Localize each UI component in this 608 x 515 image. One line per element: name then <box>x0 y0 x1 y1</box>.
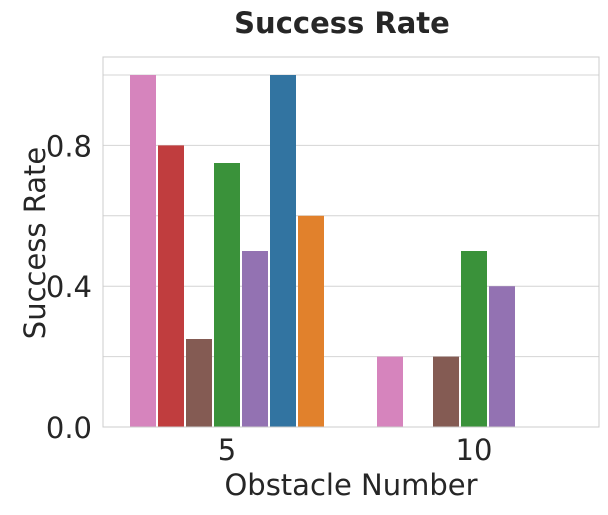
plot-frame <box>102 56 600 428</box>
gridlines <box>103 74 599 358</box>
bar-category-5-series-5 <box>242 251 268 427</box>
bar-category-10-series-3 <box>433 356 459 427</box>
bar-category-5-series-1 <box>130 75 156 427</box>
y-tick-label: 0.0 <box>46 411 92 445</box>
bar-category-5-series-2 <box>158 145 184 427</box>
bar-category-5-series-7 <box>298 215 324 427</box>
x-axis-label: Obstacle Number <box>224 468 477 502</box>
bars <box>130 75 515 427</box>
x-tick-label: 10 <box>456 433 493 467</box>
bar-category-10-series-4 <box>461 251 487 427</box>
y-axis-label: Success Rate <box>18 147 52 339</box>
y-tick-label: 0.8 <box>46 129 92 163</box>
chart-title: Success Rate <box>234 6 450 40</box>
bar-category-5-series-3 <box>186 339 212 427</box>
x-tick-label: 5 <box>218 433 236 467</box>
y-tick-label: 0.4 <box>46 270 92 304</box>
bar-category-5-series-4 <box>214 163 240 427</box>
x-tick-labels: 5 10 <box>218 433 493 467</box>
bar-category-10-series-5 <box>489 286 515 427</box>
bar-category-5-series-6 <box>270 75 296 427</box>
bar-category-10-series-1 <box>377 356 403 427</box>
y-tick-labels: 0.0 0.4 0.8 <box>46 129 92 445</box>
